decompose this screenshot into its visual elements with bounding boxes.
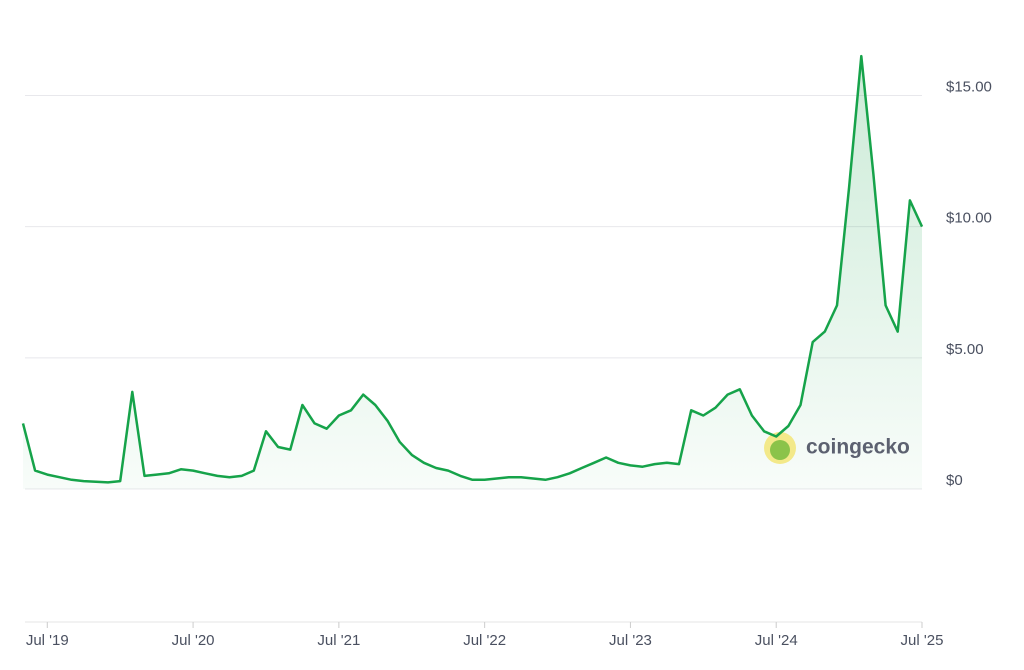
- y-tick-label: $15.00: [946, 78, 992, 95]
- area: [23, 56, 922, 489]
- y-tick-label: $10.00: [946, 210, 992, 227]
- watermark: coingecko: [806, 436, 910, 459]
- y-tick-label: $0: [946, 472, 963, 489]
- x-tick-label: Jul '25: [901, 632, 944, 649]
- x-tick-label: Jul '19: [26, 632, 69, 649]
- x-tick-label: Jul '20: [172, 632, 215, 649]
- x-tick-label: Jul '21: [317, 632, 360, 649]
- price-line: [21, 54, 924, 484]
- y-tick-label: $5.00: [946, 341, 984, 358]
- x-tick-label: Jul '23: [609, 632, 652, 649]
- x-tick-label: Jul '22: [463, 632, 506, 649]
- logo-inner: [770, 440, 790, 460]
- x-tick-label: Jul '24: [755, 632, 798, 649]
